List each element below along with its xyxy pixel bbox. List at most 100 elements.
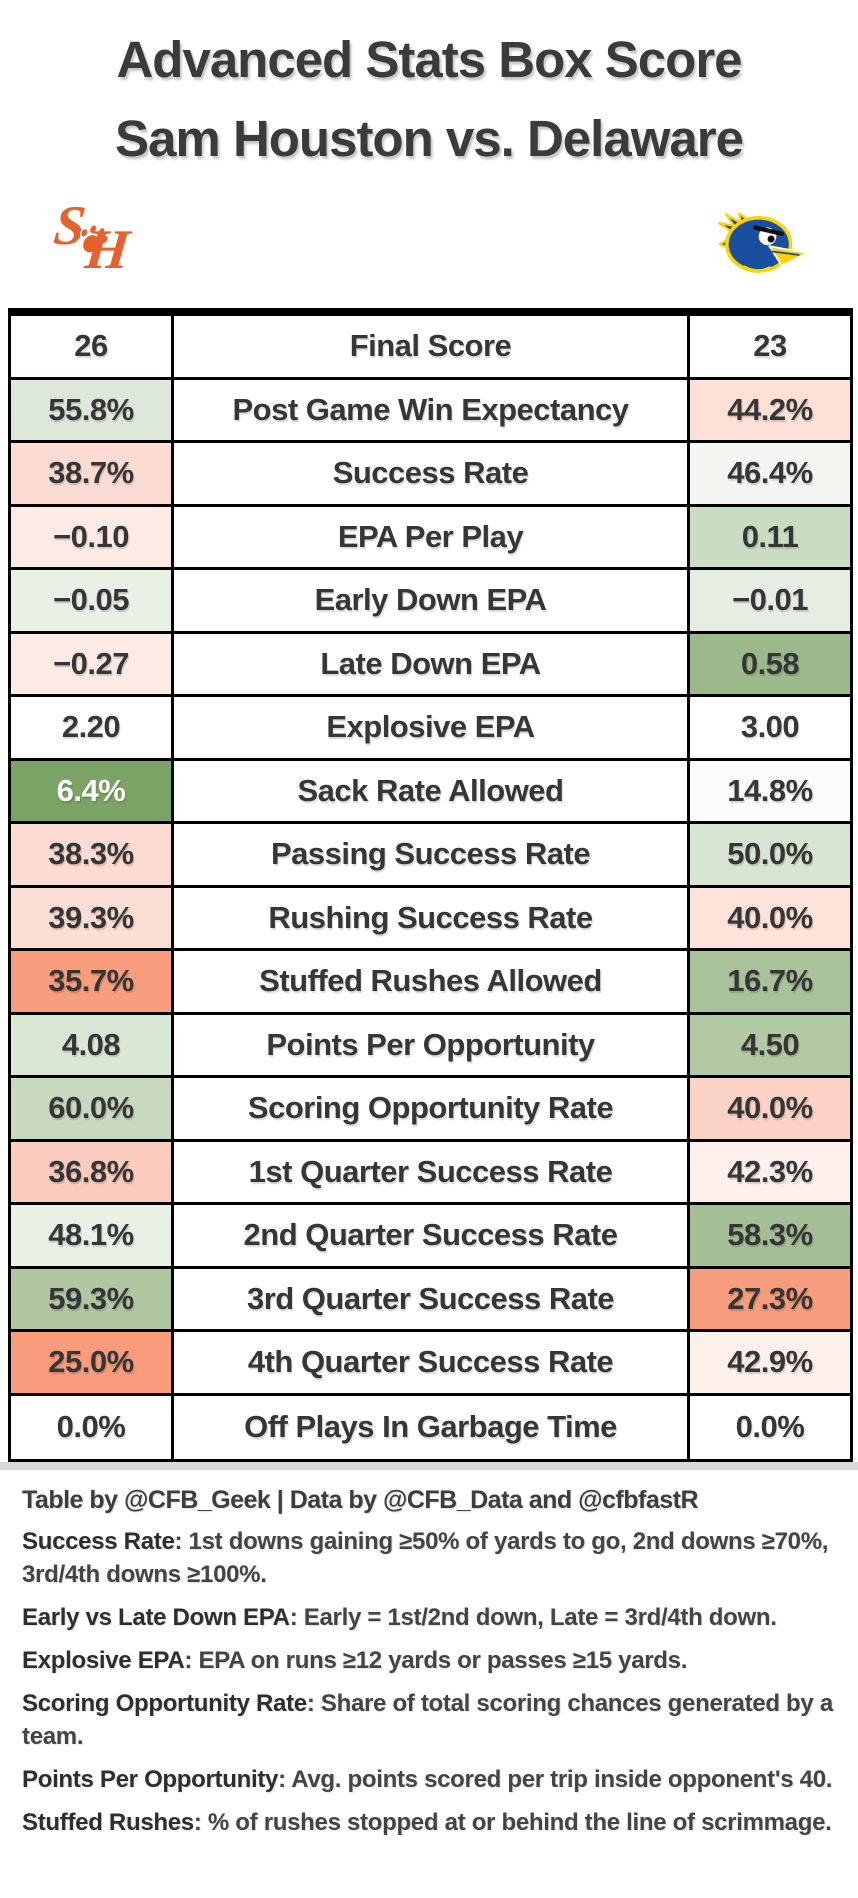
footnote-definition: : Early = 1st/2nd down, Late = 3rd/4th d… (289, 1604, 777, 1631)
paw-print-icon (79, 224, 109, 255)
metric-label-cell: EPA Per Play (171, 506, 690, 567)
sam-houston-logo: S H (48, 195, 136, 286)
right-value-cell: 23 (690, 316, 850, 377)
metric-label-cell: Scoring Opportunity Rate (171, 1078, 690, 1139)
left-value-cell: −0.05 (11, 570, 171, 631)
metric-label-cell: Rushing Success Rate (171, 887, 690, 948)
left-value-cell: 60.0% (11, 1078, 171, 1139)
team-logos-row: S H (0, 195, 858, 286)
metric-label-cell: 4th Quarter Success Rate (171, 1332, 690, 1393)
footnote-definition: : Avg. points scored per trip inside opp… (278, 1766, 833, 1793)
right-value-cell: 4.50 (690, 1014, 850, 1075)
table-row: 55.8% Post Game Win Expectancy 44.2% (11, 379, 850, 443)
left-value-cell: 48.1% (11, 1205, 171, 1266)
right-value-cell: 58.3% (690, 1205, 850, 1266)
right-value-cell: 16.7% (690, 951, 850, 1012)
right-value-cell: 0.11 (690, 506, 850, 567)
left-value-cell: 55.8% (11, 379, 171, 440)
right-value-cell: 42.9% (690, 1332, 850, 1393)
metric-label-cell: Sack Rate Allowed (171, 760, 690, 821)
left-value-cell: 35.7% (11, 951, 171, 1012)
table-row: 0.0% Off Plays In Garbage Time 0.0% (11, 1395, 850, 1459)
table-row: 59.3% 3rd Quarter Success Rate 27.3% (11, 1268, 850, 1332)
sam-houston-logo-letter-h: H (82, 219, 133, 281)
metric-label-cell: Post Game Win Expectancy (171, 379, 690, 440)
footnote: Stuffed Rushes: % of rushes stopped at o… (22, 1806, 837, 1839)
left-value-cell: 25.0% (11, 1332, 171, 1393)
footnotes: Success Rate: 1st downs gaining ≥50% of … (22, 1525, 837, 1839)
table-row: 6.4% Sack Rate Allowed 14.8% (11, 760, 850, 824)
footnote-term: Explosive EPA (22, 1647, 185, 1674)
left-value-cell: −0.10 (11, 506, 171, 567)
metric-label-cell: 2nd Quarter Success Rate (171, 1205, 690, 1266)
metric-label-cell: 3rd Quarter Success Rate (171, 1268, 690, 1329)
table-row: −0.10 EPA Per Play 0.11 (11, 506, 850, 570)
credit-line: Table by @CFB_Geek | Data by @CFB_Data a… (22, 1486, 699, 1514)
left-value-cell: 2.20 (11, 697, 171, 758)
right-value-cell: 42.3% (690, 1141, 850, 1202)
footnote: Points Per Opportunity: Avg. points scor… (22, 1763, 837, 1796)
left-value-cell: 26 (11, 316, 171, 377)
footnote-term: Success Rate (22, 1528, 175, 1555)
table-row: 48.1% 2nd Quarter Success Rate 58.3% (11, 1205, 850, 1269)
right-value-cell: 3.00 (690, 697, 850, 758)
metric-label-cell: 1st Quarter Success Rate (171, 1141, 690, 1202)
metric-label-cell: Success Rate (171, 443, 690, 504)
footnote-term: Points Per Opportunity (22, 1766, 279, 1793)
left-value-cell: 59.3% (11, 1268, 171, 1329)
left-value-cell: 39.3% (11, 887, 171, 948)
left-value-cell: 4.08 (11, 1014, 171, 1075)
metric-label-cell: Off Plays In Garbage Time (171, 1395, 690, 1459)
footnote: Early vs Late Down EPA: Early = 1st/2nd … (22, 1601, 837, 1634)
table-row: −0.27 Late Down EPA 0.58 (11, 633, 850, 697)
right-value-cell: 46.4% (690, 443, 850, 504)
footnote: Success Rate: 1st downs gaining ≥50% of … (22, 1525, 837, 1591)
footnote-definition: : Share of total scoring chances generat… (22, 1690, 833, 1750)
table-row: 36.8% 1st Quarter Success Rate 42.3% (11, 1141, 850, 1205)
table-row: 39.3% Rushing Success Rate 40.0% (11, 887, 850, 951)
table-row: 26 Final Score 23 (11, 316, 850, 380)
stats-table: 26 Final Score 23 55.8% Post Game Win Ex… (8, 308, 853, 1462)
metric-label-cell: Passing Success Rate (171, 824, 690, 885)
footnote: Scoring Opportunity Rate: Share of total… (22, 1687, 837, 1753)
right-value-cell: 27.3% (690, 1268, 850, 1329)
right-value-cell: 0.0% (690, 1395, 850, 1459)
table-shadow (0, 1462, 858, 1470)
page-subtitle: Sam Houston vs. Delaware (115, 110, 744, 167)
delaware-blue-hen-logo (718, 212, 809, 273)
right-value-cell: −0.01 (690, 570, 850, 631)
right-value-cell: 0.58 (690, 633, 850, 694)
metric-label-cell: Early Down EPA (171, 570, 690, 631)
right-value-cell: 40.0% (690, 887, 850, 948)
left-value-cell: 0.0% (11, 1395, 171, 1459)
left-value-cell: −0.27 (11, 633, 171, 694)
table-row: 35.7% Stuffed Rushes Allowed 16.7% (11, 951, 850, 1015)
metric-label-cell: Explosive EPA (171, 697, 690, 758)
footnote-term: Early vs Late Down EPA (22, 1604, 290, 1631)
table-row: −0.05 Early Down EPA −0.01 (11, 570, 850, 634)
table-row: 4.08 Points Per Opportunity 4.50 (11, 1014, 850, 1078)
footnote-term: Stuffed Rushes (22, 1809, 194, 1836)
left-value-cell: 36.8% (11, 1141, 171, 1202)
right-value-cell: 14.8% (690, 760, 850, 821)
right-value-cell: 44.2% (690, 379, 850, 440)
footnote-definition: : 1st downs gaining ≥50% of yards to go,… (22, 1528, 829, 1588)
table-row: 2.20 Explosive EPA 3.00 (11, 697, 850, 761)
table-row: 38.3% Passing Success Rate 50.0% (11, 824, 850, 888)
left-value-cell: 6.4% (11, 760, 171, 821)
table-row: 38.7% Success Rate 46.4% (11, 443, 850, 507)
metric-label-cell: Points Per Opportunity (171, 1014, 690, 1075)
footnote-definition: : EPA on runs ≥12 yards or passes ≥15 ya… (184, 1647, 688, 1674)
right-value-cell: 40.0% (690, 1078, 850, 1139)
footnote-term: Scoring Opportunity Rate (22, 1690, 307, 1717)
metric-label-cell: Final Score (171, 316, 690, 377)
metric-label-cell: Stuffed Rushes Allowed (171, 951, 690, 1012)
page-title: Advanced Stats Box Score (116, 31, 742, 88)
left-value-cell: 38.3% (11, 824, 171, 885)
table-row: 25.0% 4th Quarter Success Rate 42.9% (11, 1332, 850, 1396)
right-value-cell: 50.0% (690, 824, 850, 885)
left-value-cell: 38.7% (11, 443, 171, 504)
footnote-definition: : % of rushes stopped at or behind the l… (193, 1809, 832, 1836)
footnote: Explosive EPA: EPA on runs ≥12 yards or … (22, 1644, 837, 1677)
